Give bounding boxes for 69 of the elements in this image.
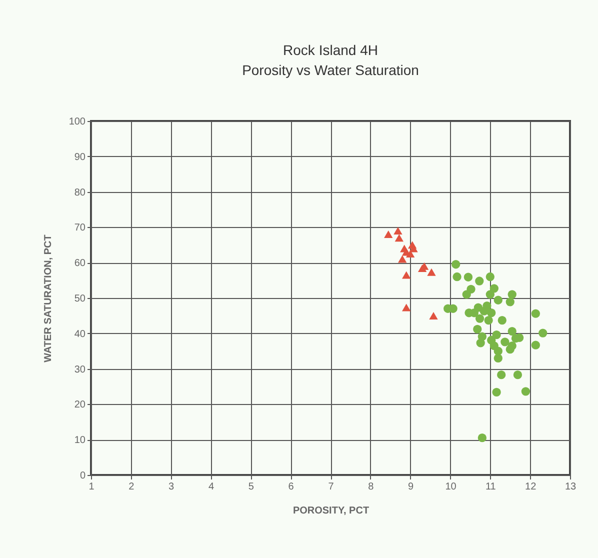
point [508, 326, 516, 336]
point [498, 316, 506, 325]
point [429, 312, 438, 320]
x-tick-label: 6 [288, 482, 294, 492]
point [531, 309, 540, 318]
point [398, 255, 407, 263]
point [452, 260, 460, 269]
x-tick-label: 3 [168, 482, 175, 492]
x-tick-label: 12 [525, 482, 537, 492]
point [492, 330, 501, 340]
point [494, 346, 502, 356]
y-tick-label: 30 [74, 364, 86, 376]
chart-title: Rock Island 4H [283, 42, 378, 58]
point [492, 388, 501, 396]
point [476, 338, 485, 348]
point [427, 268, 436, 276]
point [406, 250, 415, 258]
y-tick-label: 40 [74, 328, 86, 340]
point [473, 324, 482, 334]
point [490, 284, 498, 293]
point [486, 290, 494, 299]
point [497, 370, 506, 380]
point [482, 301, 492, 310]
x-tick-label: 7 [328, 482, 334, 492]
point [513, 370, 522, 380]
point [475, 314, 484, 323]
point [494, 296, 502, 304]
x-tick-label: 1 [88, 482, 95, 492]
y-tick-label: 20 [74, 400, 86, 411]
x-tick-label: 8 [368, 482, 374, 492]
point [531, 340, 540, 350]
point [475, 276, 484, 286]
y-tick-label: 80 [74, 187, 86, 198]
point [508, 290, 516, 299]
point [384, 230, 393, 238]
point [494, 354, 502, 362]
x-tick-label: 9 [408, 482, 414, 492]
point [508, 341, 516, 350]
x-tick-label: 11 [485, 482, 496, 492]
point [462, 290, 471, 299]
x-axis-title: POROSITY, PCT [292, 506, 370, 516]
point [506, 298, 514, 306]
point [394, 226, 402, 234]
point [486, 272, 494, 282]
y-tick-label: 0 [80, 470, 86, 482]
x-tick-label: 10 [445, 482, 457, 492]
y-tick-label: 70 [74, 222, 86, 234]
point [402, 304, 411, 312]
point [478, 434, 487, 442]
point [394, 234, 404, 242]
y-tick-label: 60 [74, 258, 86, 270]
x-tick-label: 13 [564, 482, 576, 492]
x-tick-label: 5 [248, 482, 254, 492]
y-tick-label: 90 [74, 152, 86, 163]
x-tick-label: 4 [208, 482, 214, 492]
chart-subtitle: Porosity vs Water Saturation [242, 62, 419, 78]
point [484, 316, 493, 325]
y-tick-label: 100 [68, 116, 86, 128]
point [487, 308, 496, 318]
x-tick-label: 2 [128, 482, 135, 492]
point [521, 387, 530, 396]
point [538, 328, 548, 338]
y-tick-label: 50 [74, 294, 86, 304]
point [402, 271, 411, 279]
point [500, 338, 510, 346]
point [464, 272, 473, 282]
y-tick-label: 10 [74, 435, 86, 446]
point [452, 272, 462, 282]
y-axis-title: WATER SATURATION, PCT [42, 234, 54, 362]
